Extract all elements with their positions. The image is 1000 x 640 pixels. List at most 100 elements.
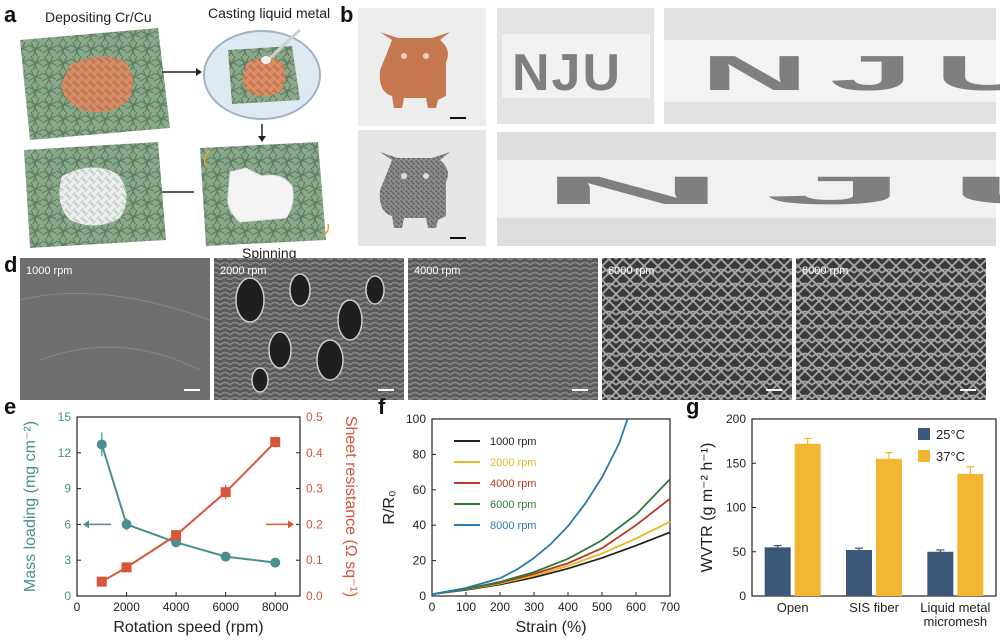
caption-depositing: Depositing Cr/Cu (45, 9, 152, 25)
panel-label-f: f (378, 394, 386, 419)
x-axis-label: Strain (%) (515, 619, 586, 636)
panel-c: c NJU NJU NJU (497, 2, 1000, 246)
data-point (220, 487, 231, 498)
x-tick-label: 600 (626, 600, 646, 614)
nju-text-stretched: NJU (700, 45, 1000, 100)
panel-label-d: d (4, 252, 17, 277)
y-left-tick-label: 6 (64, 517, 71, 531)
y-left-tick-label: 0 (64, 589, 71, 603)
mesh-copper-illustration (20, 28, 170, 140)
y-tick-label: 40 (413, 518, 427, 532)
panel-e: e 0 2000 4000 6000 8000 0 3 6 9 12 15 0.0 0.1 0.2 0.3 0… (4, 394, 359, 636)
y-right-tick-label: 0.1 (306, 553, 323, 567)
data-point (220, 551, 231, 562)
x-category-label: micromesh (924, 614, 988, 629)
y-tick-label: 100 (726, 501, 746, 515)
data-point (96, 576, 107, 587)
data-point (121, 562, 132, 573)
bar (876, 458, 902, 596)
panel-f: f 0 100 200 300 400 500 600 700 0 20 40 60 80 100 Stra… (378, 394, 680, 636)
plot-frame (76, 416, 301, 597)
panel-a: a Depositing Cr/Cu Casting liquid metal … (4, 2, 330, 261)
arrow-down-icon (258, 124, 266, 142)
legend-swatch (918, 450, 930, 462)
data-point (121, 519, 132, 530)
x-tick-label: 8000 (262, 600, 289, 614)
series-line (431, 531, 671, 596)
legend-label: 8000 rpm (490, 520, 536, 532)
data-point (270, 557, 281, 568)
sem-image-tile: 2000 rpm (214, 258, 404, 400)
copper-cow-icon (379, 32, 450, 108)
x-category-label: Open (777, 600, 809, 615)
nju-text-unstretched: NJU (512, 44, 622, 102)
y-left-tick-label: 12 (58, 446, 72, 460)
series-line (100, 444, 276, 564)
legend-label: 4000 rpm (490, 478, 536, 490)
y-tick-label: 20 (413, 554, 427, 568)
y-right-tick-label: 0.4 (306, 446, 323, 460)
y-tick-label: 60 (413, 483, 427, 497)
series-line (101, 441, 276, 583)
x-tick-label: 500 (592, 600, 612, 614)
y-right-tick-label: 0.0 (306, 589, 323, 603)
y-right-axis-label: Sheet resistance (Ω sq⁻¹) (342, 416, 359, 597)
sem-rpm-label: 6000 rpm (608, 265, 654, 277)
y-right-tick-label: 0.5 (306, 410, 323, 424)
y-tick-label: 100 (406, 412, 426, 426)
y-tick-label: 150 (726, 456, 746, 470)
bar (927, 551, 954, 596)
x-axis-label: Rotation speed (rpm) (113, 619, 263, 636)
sem-image-tile: 8000 rpm (796, 258, 986, 400)
y-tick-label: 50 (733, 545, 747, 559)
panel-d: d 1000 rpm 2000 rpm 4000 rpm 6000 rpm 8000 r… (4, 252, 986, 400)
series-line (431, 418, 629, 596)
data-point (270, 437, 281, 448)
panel-b: b (340, 2, 486, 246)
y-axis-label: WVTR (g m⁻² h⁻¹) (699, 443, 716, 573)
y-right-tick-label: 0.2 (306, 517, 323, 531)
y-tick-label: 200 (726, 412, 746, 426)
legend-swatch (918, 428, 930, 440)
x-tick-label: 300 (524, 600, 544, 614)
metal-cow-icon (379, 152, 450, 228)
series-line (431, 520, 671, 596)
legend-label: 25°C (936, 427, 965, 442)
x-tick-label: 4000 (163, 600, 190, 614)
bar (957, 473, 984, 596)
x-tick-label: 0 (429, 600, 436, 614)
x-tick-label: 100 (456, 600, 476, 614)
panel-label-e: e (4, 394, 16, 419)
x-tick-label: 400 (558, 600, 578, 614)
panel-label-a: a (4, 2, 17, 27)
caption-spinning: Spinning (242, 245, 297, 261)
sem-image-tile: 6000 rpm (602, 258, 792, 400)
y-axis-label: R/R₀ (381, 490, 398, 524)
legend-label: 37°C (936, 449, 965, 464)
x-tick-label: 700 (660, 600, 680, 614)
y-right-tick-label: 0.3 (306, 482, 323, 496)
x-tick-label: 2000 (113, 600, 140, 614)
y-left-axis-label: Mass loading (mg cm⁻²) (22, 421, 39, 592)
panel-label-g: g (686, 394, 699, 419)
caption-casting: Casting liquid metal (208, 5, 330, 21)
panel-label-b: b (340, 2, 353, 27)
bar (794, 443, 821, 596)
y-tick-label: 0 (419, 589, 426, 603)
panel-g: g 0 50 100 150 200 WVTR (g m⁻² h⁻¹) Open SIS fi… (686, 394, 997, 629)
legend-label: 2000 rpm (490, 457, 536, 469)
sem-image-tile: 1000 rpm (19, 258, 211, 400)
y-left-tick-label: 9 (64, 482, 71, 496)
petri-dish-illustration (203, 28, 321, 120)
sem-rpm-label: 2000 rpm (220, 265, 266, 277)
x-category-label: Liquid metal (920, 600, 990, 615)
legend-label: 1000 rpm (490, 436, 536, 448)
x-tick-label: 6000 (212, 600, 239, 614)
sem-rpm-label: 1000 rpm (26, 265, 72, 277)
series-line (431, 478, 671, 596)
plot-frame (431, 418, 671, 597)
nju-text-highly-stretched: NJU (540, 168, 1000, 212)
x-tick-label: 0 (74, 600, 81, 614)
legend-label: 6000 rpm (490, 499, 536, 511)
